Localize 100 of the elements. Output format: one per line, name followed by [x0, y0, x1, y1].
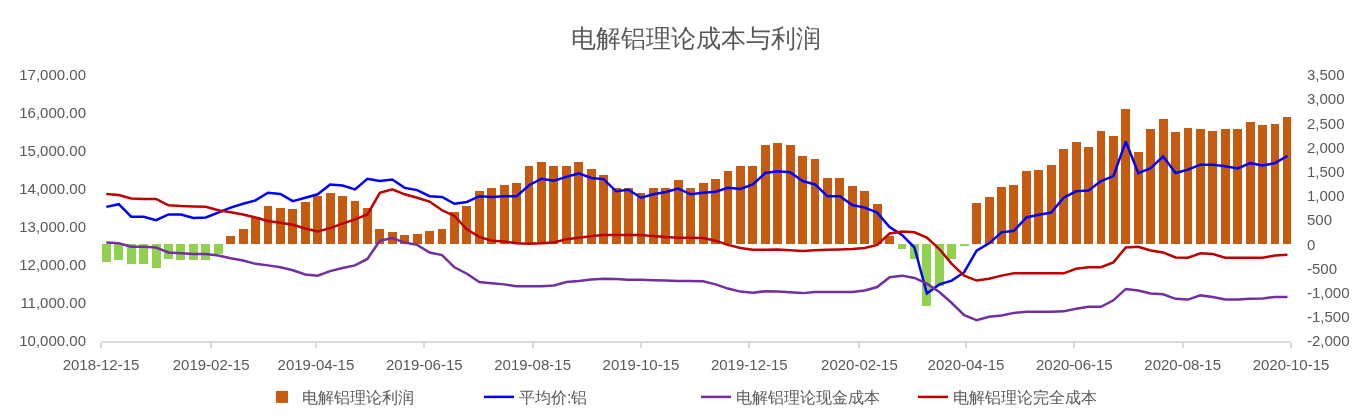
bar — [860, 191, 869, 244]
bar — [487, 188, 496, 244]
bar — [624, 188, 633, 244]
bar — [599, 175, 608, 244]
bar — [1072, 142, 1081, 244]
line-series — [105, 188, 1289, 282]
bar — [1022, 171, 1031, 244]
x-tick-label: 2018-12-15 — [62, 355, 140, 373]
y2-tick-label: 2,500 — [1307, 114, 1345, 132]
y2-tick-label: -2,000 — [1307, 332, 1350, 350]
bar — [972, 203, 981, 244]
y2-tick-label: 1,500 — [1307, 162, 1345, 180]
bar — [649, 188, 658, 244]
bar — [301, 202, 310, 244]
x-tick-label: 2020-04-15 — [927, 355, 1005, 373]
bar — [351, 201, 359, 244]
bar — [1221, 129, 1230, 244]
y2-tick-label: -1,000 — [1307, 283, 1350, 301]
bar — [761, 145, 770, 244]
bar — [699, 183, 708, 244]
bar — [1059, 149, 1068, 244]
bar — [1097, 131, 1105, 244]
bar — [114, 244, 123, 260]
bar — [462, 206, 471, 244]
bar — [674, 180, 683, 244]
bar — [1159, 119, 1168, 244]
line-series — [105, 140, 1289, 295]
bar — [773, 143, 782, 244]
bar — [363, 208, 372, 244]
y2-tick-label: -500 — [1307, 259, 1338, 277]
legend-label: 平均价:铝 — [519, 389, 588, 407]
line-series — [105, 236, 1289, 322]
bar — [885, 236, 894, 244]
bar — [251, 217, 260, 244]
bar — [102, 244, 111, 262]
x-tick-label: 2020-02-15 — [821, 355, 898, 373]
bar — [1171, 132, 1180, 244]
bar — [1047, 165, 1056, 244]
x-tick-label: 2019-08-15 — [494, 355, 571, 373]
y-tick-label: 13,000.00 — [19, 218, 86, 236]
bar — [413, 234, 422, 244]
bar — [786, 145, 795, 244]
bar — [537, 162, 546, 244]
bar — [1034, 170, 1043, 244]
chart-title: 电解铝理论成本与利润 — [571, 23, 821, 52]
bar — [947, 244, 956, 259]
y-tick-label: 14,000.00 — [19, 180, 86, 198]
legend-label: 电解铝理论现金成本 — [736, 389, 880, 407]
x-tick-label: 2019-06-15 — [385, 355, 463, 373]
x-tick-label: 2020-08-15 — [1144, 355, 1222, 373]
bar — [811, 159, 819, 244]
bar — [1258, 125, 1267, 244]
bar — [288, 209, 297, 244]
bar — [425, 231, 434, 244]
x-tick-label: 2019-10-15 — [602, 355, 680, 373]
y-tick-label: 12,000.00 — [19, 256, 86, 274]
bar — [898, 244, 906, 249]
bar — [1283, 117, 1291, 244]
bar — [338, 196, 347, 244]
bar — [1208, 131, 1217, 244]
bar — [1009, 185, 1018, 244]
bar — [512, 183, 521, 244]
bar — [711, 179, 720, 244]
bar — [1084, 147, 1093, 244]
y2-tick-label: 2,000 — [1307, 138, 1345, 156]
bar — [997, 187, 1006, 244]
bar — [724, 171, 732, 244]
bar — [587, 169, 596, 244]
bar — [525, 166, 533, 244]
bar — [612, 188, 621, 244]
bar — [736, 166, 745, 244]
bar — [562, 166, 571, 244]
bar — [239, 229, 248, 244]
y2-tick-label: 1,000 — [1307, 187, 1345, 205]
y2-tick-label: -1,500 — [1307, 308, 1350, 326]
bar — [848, 186, 857, 244]
bar — [574, 162, 583, 244]
bar — [798, 156, 807, 244]
y2-tick-label: 500 — [1307, 211, 1333, 229]
bar — [1146, 129, 1155, 244]
y2-tick-label: 3,000 — [1307, 90, 1345, 108]
bar — [500, 185, 509, 244]
x-tick-label: 2020-10-15 — [1252, 355, 1330, 373]
bar — [823, 178, 832, 244]
bar — [1134, 152, 1143, 244]
bar — [1271, 124, 1279, 244]
bar — [475, 191, 484, 244]
legend-label: 电解铝理论完全成本 — [953, 389, 1097, 407]
bar — [1184, 128, 1192, 244]
bar — [835, 178, 844, 244]
bar — [438, 229, 446, 244]
legend-label: 电解铝理论利润 — [302, 389, 414, 407]
y-tick-label: 16,000.00 — [19, 104, 86, 122]
bar — [985, 197, 994, 244]
x-tick-label: 2020-06-15 — [1035, 355, 1113, 373]
bar — [326, 193, 335, 244]
bar — [1246, 122, 1255, 244]
bar — [1233, 129, 1242, 244]
y-tick-label: 11,000.00 — [20, 294, 86, 312]
bar — [313, 196, 322, 244]
